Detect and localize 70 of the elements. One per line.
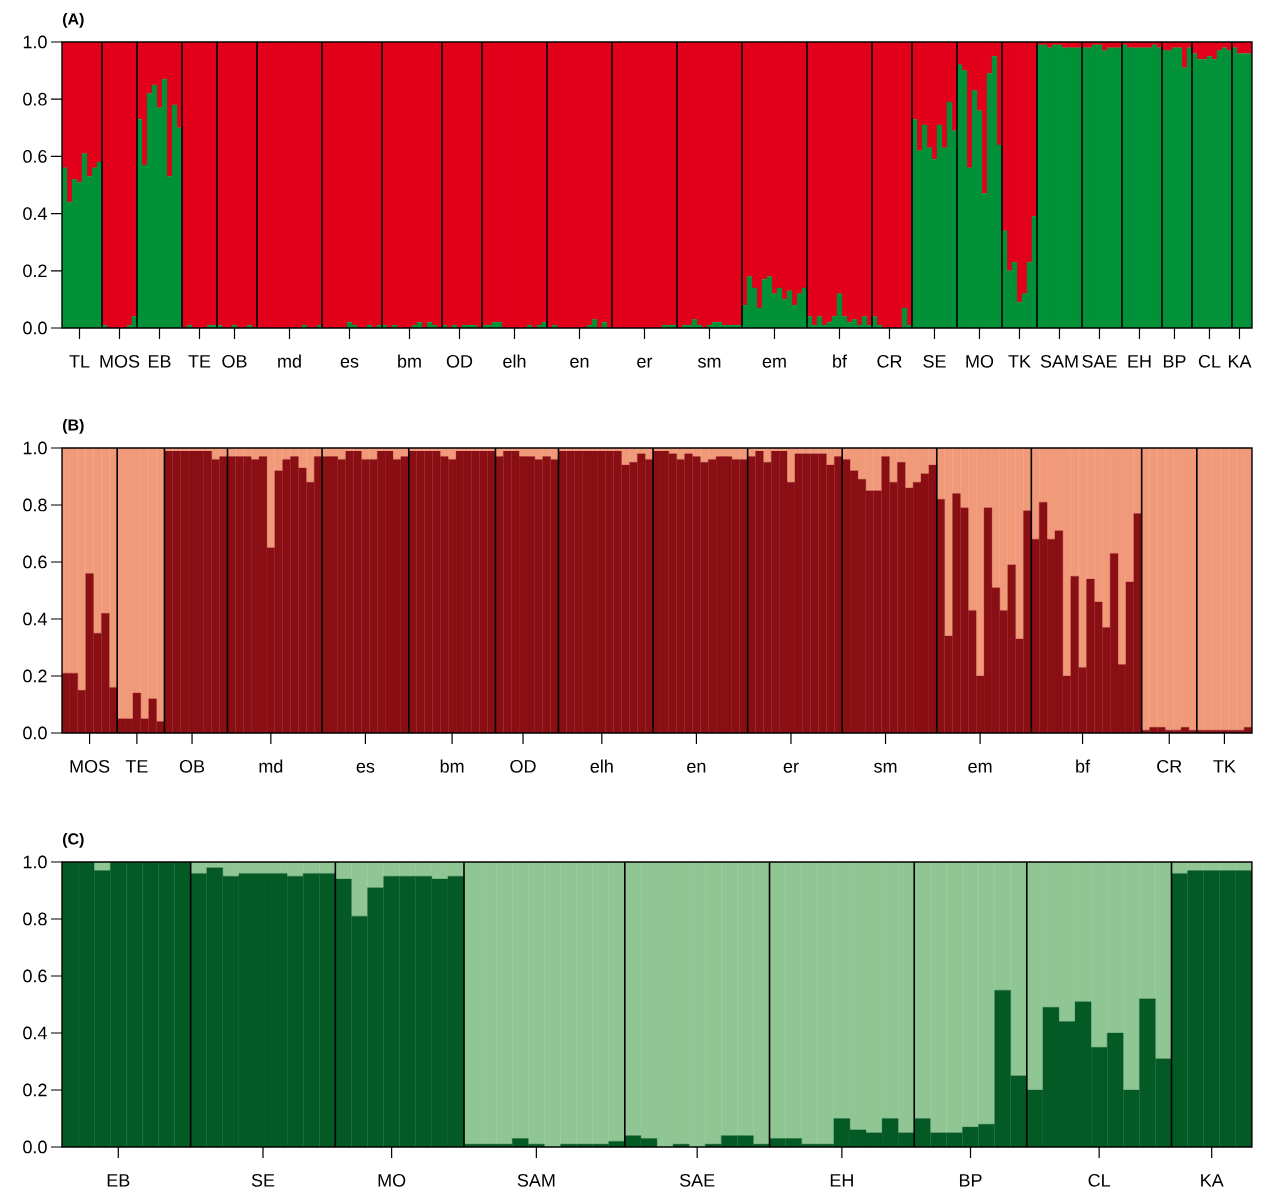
x-tick-label: EH: [830, 1174, 853, 1187]
x-tick-label: SE: [251, 1173, 275, 1187]
x-tick-label: er: [637, 357, 653, 368]
x-tick-label: BP: [1163, 355, 1186, 368]
y-tick-label: 0.4: [23, 207, 47, 220]
y-tick-label: 1.0: [23, 855, 47, 869]
x-tick-label: TK: [1213, 760, 1236, 773]
x-tick-label: OB: [179, 759, 205, 773]
x-tick-label: EH: [1128, 355, 1151, 368]
x-tick-label: em: [762, 357, 786, 368]
x-tick-label: MOS: [70, 759, 110, 773]
x-tick-label: SAE: [679, 1173, 715, 1187]
x-tick-label: SAM: [517, 1173, 555, 1187]
x-tick-label: md: [259, 759, 283, 773]
x-tick-label: CR: [877, 354, 902, 368]
x-tick-label: EB: [107, 1174, 130, 1187]
x-tick-label: en: [570, 357, 589, 368]
x-tick-label: OD: [446, 354, 473, 368]
x-tick-label: bf: [833, 354, 848, 368]
y-tick-label: 0.0: [23, 321, 47, 335]
y-tick-label: 0.2: [23, 264, 47, 278]
x-tick-label: MO: [966, 354, 994, 368]
chart-title: (C): [63, 832, 84, 848]
x-tick-label: TE: [188, 355, 211, 368]
x-tick-label: elh: [503, 354, 526, 368]
x-tick-label: es: [356, 762, 375, 773]
x-tick-label: EB: [148, 355, 171, 368]
x-tick-label: er: [783, 762, 799, 773]
x-tick-label: bf: [1076, 759, 1091, 773]
chart-title: (B): [63, 418, 84, 434]
x-tick-label: CL: [1088, 1173, 1111, 1187]
x-tick-label: em: [968, 762, 992, 773]
x-tick-label: OB: [222, 354, 247, 368]
x-tick-label: CL: [1198, 354, 1221, 368]
x-tick-label: OD: [510, 759, 536, 773]
x-tick-label: TK: [1008, 355, 1031, 368]
x-tick-label: sm: [874, 762, 897, 773]
y-tick-label: 0.0: [23, 1140, 47, 1154]
x-tick-label: SAE: [1082, 354, 1117, 368]
x-tick-label: MO: [378, 1173, 406, 1187]
y-tick-label: 0.8: [23, 498, 47, 512]
y-tick-label: 0.2: [23, 669, 47, 683]
x-tick-label: KA: [1201, 1174, 1224, 1187]
x-tick-label: KA: [1228, 355, 1252, 368]
x-tick-label: BP: [959, 1174, 982, 1187]
y-tick-label: 1.0: [23, 35, 47, 49]
y-tick-label: 0.4: [23, 612, 47, 626]
y-tick-label: 0.4: [23, 1026, 47, 1040]
chart-title: (A): [63, 12, 84, 28]
x-tick-label: SAM: [1040, 354, 1078, 368]
x-tick-label: md: [278, 354, 301, 368]
x-tick-label: es: [340, 357, 359, 368]
x-tick-label: MOS: [100, 354, 140, 368]
y-tick-label: 0.8: [23, 912, 47, 926]
y-tick-label: 0.8: [23, 92, 47, 106]
x-tick-label: bm: [398, 354, 421, 368]
y-tick-label: 1.0: [23, 441, 47, 455]
x-tick-label: SE: [923, 354, 946, 368]
y-tick-label: 0.6: [23, 150, 47, 163]
x-tick-label: en: [687, 762, 706, 773]
x-tick-label: CR: [1157, 759, 1182, 773]
x-tick-label: elh: [590, 759, 613, 773]
x-tick-label: TE: [125, 760, 148, 773]
y-tick-label: 0.2: [23, 1083, 47, 1097]
x-tick-label: TL: [69, 355, 90, 368]
y-tick-label: 0.6: [23, 969, 47, 983]
x-tick-label: sm: [697, 357, 721, 368]
y-tick-label: 0.0: [23, 726, 47, 740]
y-tick-label: 0.6: [23, 555, 47, 569]
x-tick-label: bm: [440, 759, 464, 773]
